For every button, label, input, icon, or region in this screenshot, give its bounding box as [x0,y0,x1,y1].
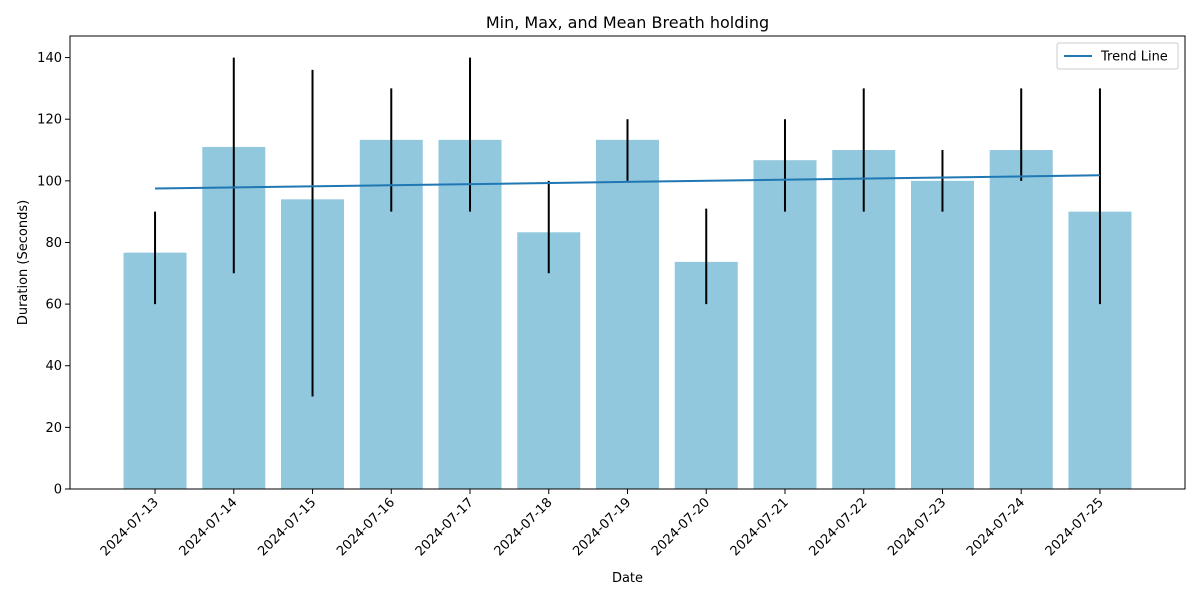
error-bars [154,57,1101,397]
x-axis-label: Date [612,571,643,586]
trend-line [155,174,1100,190]
bar-2024-07-23 [910,180,974,489]
legend-box [1056,42,1179,70]
y-tick-label-40: 40 [45,359,62,374]
bar-2024-07-18 [517,232,581,490]
bar-2024-07-21 [753,160,817,489]
chart-title: Min, Max, and Mean Breath holding [486,13,769,32]
y-tick-label-0: 0 [54,483,62,498]
legend-label-trend-line: Trend Line [1100,50,1168,65]
y-tick-label-60: 60 [45,298,62,313]
y-tick-label-20: 20 [45,421,62,436]
y-tick-label-100: 100 [37,174,62,189]
y-axis: 0 20 40 60 80 100 120 140 [37,51,70,498]
y-tick-label-140: 140 [37,51,62,66]
bars [123,139,1132,490]
trend-line-layer [155,174,1100,190]
y-axis-label: Duration (Seconds) [16,200,31,325]
bar-2024-07-19 [596,139,659,489]
legend: Trend Line [1056,42,1179,70]
bar-2024-07-24 [989,150,1053,490]
y-tick-label-80: 80 [45,236,62,251]
y-tick-label-120: 120 [37,113,62,128]
